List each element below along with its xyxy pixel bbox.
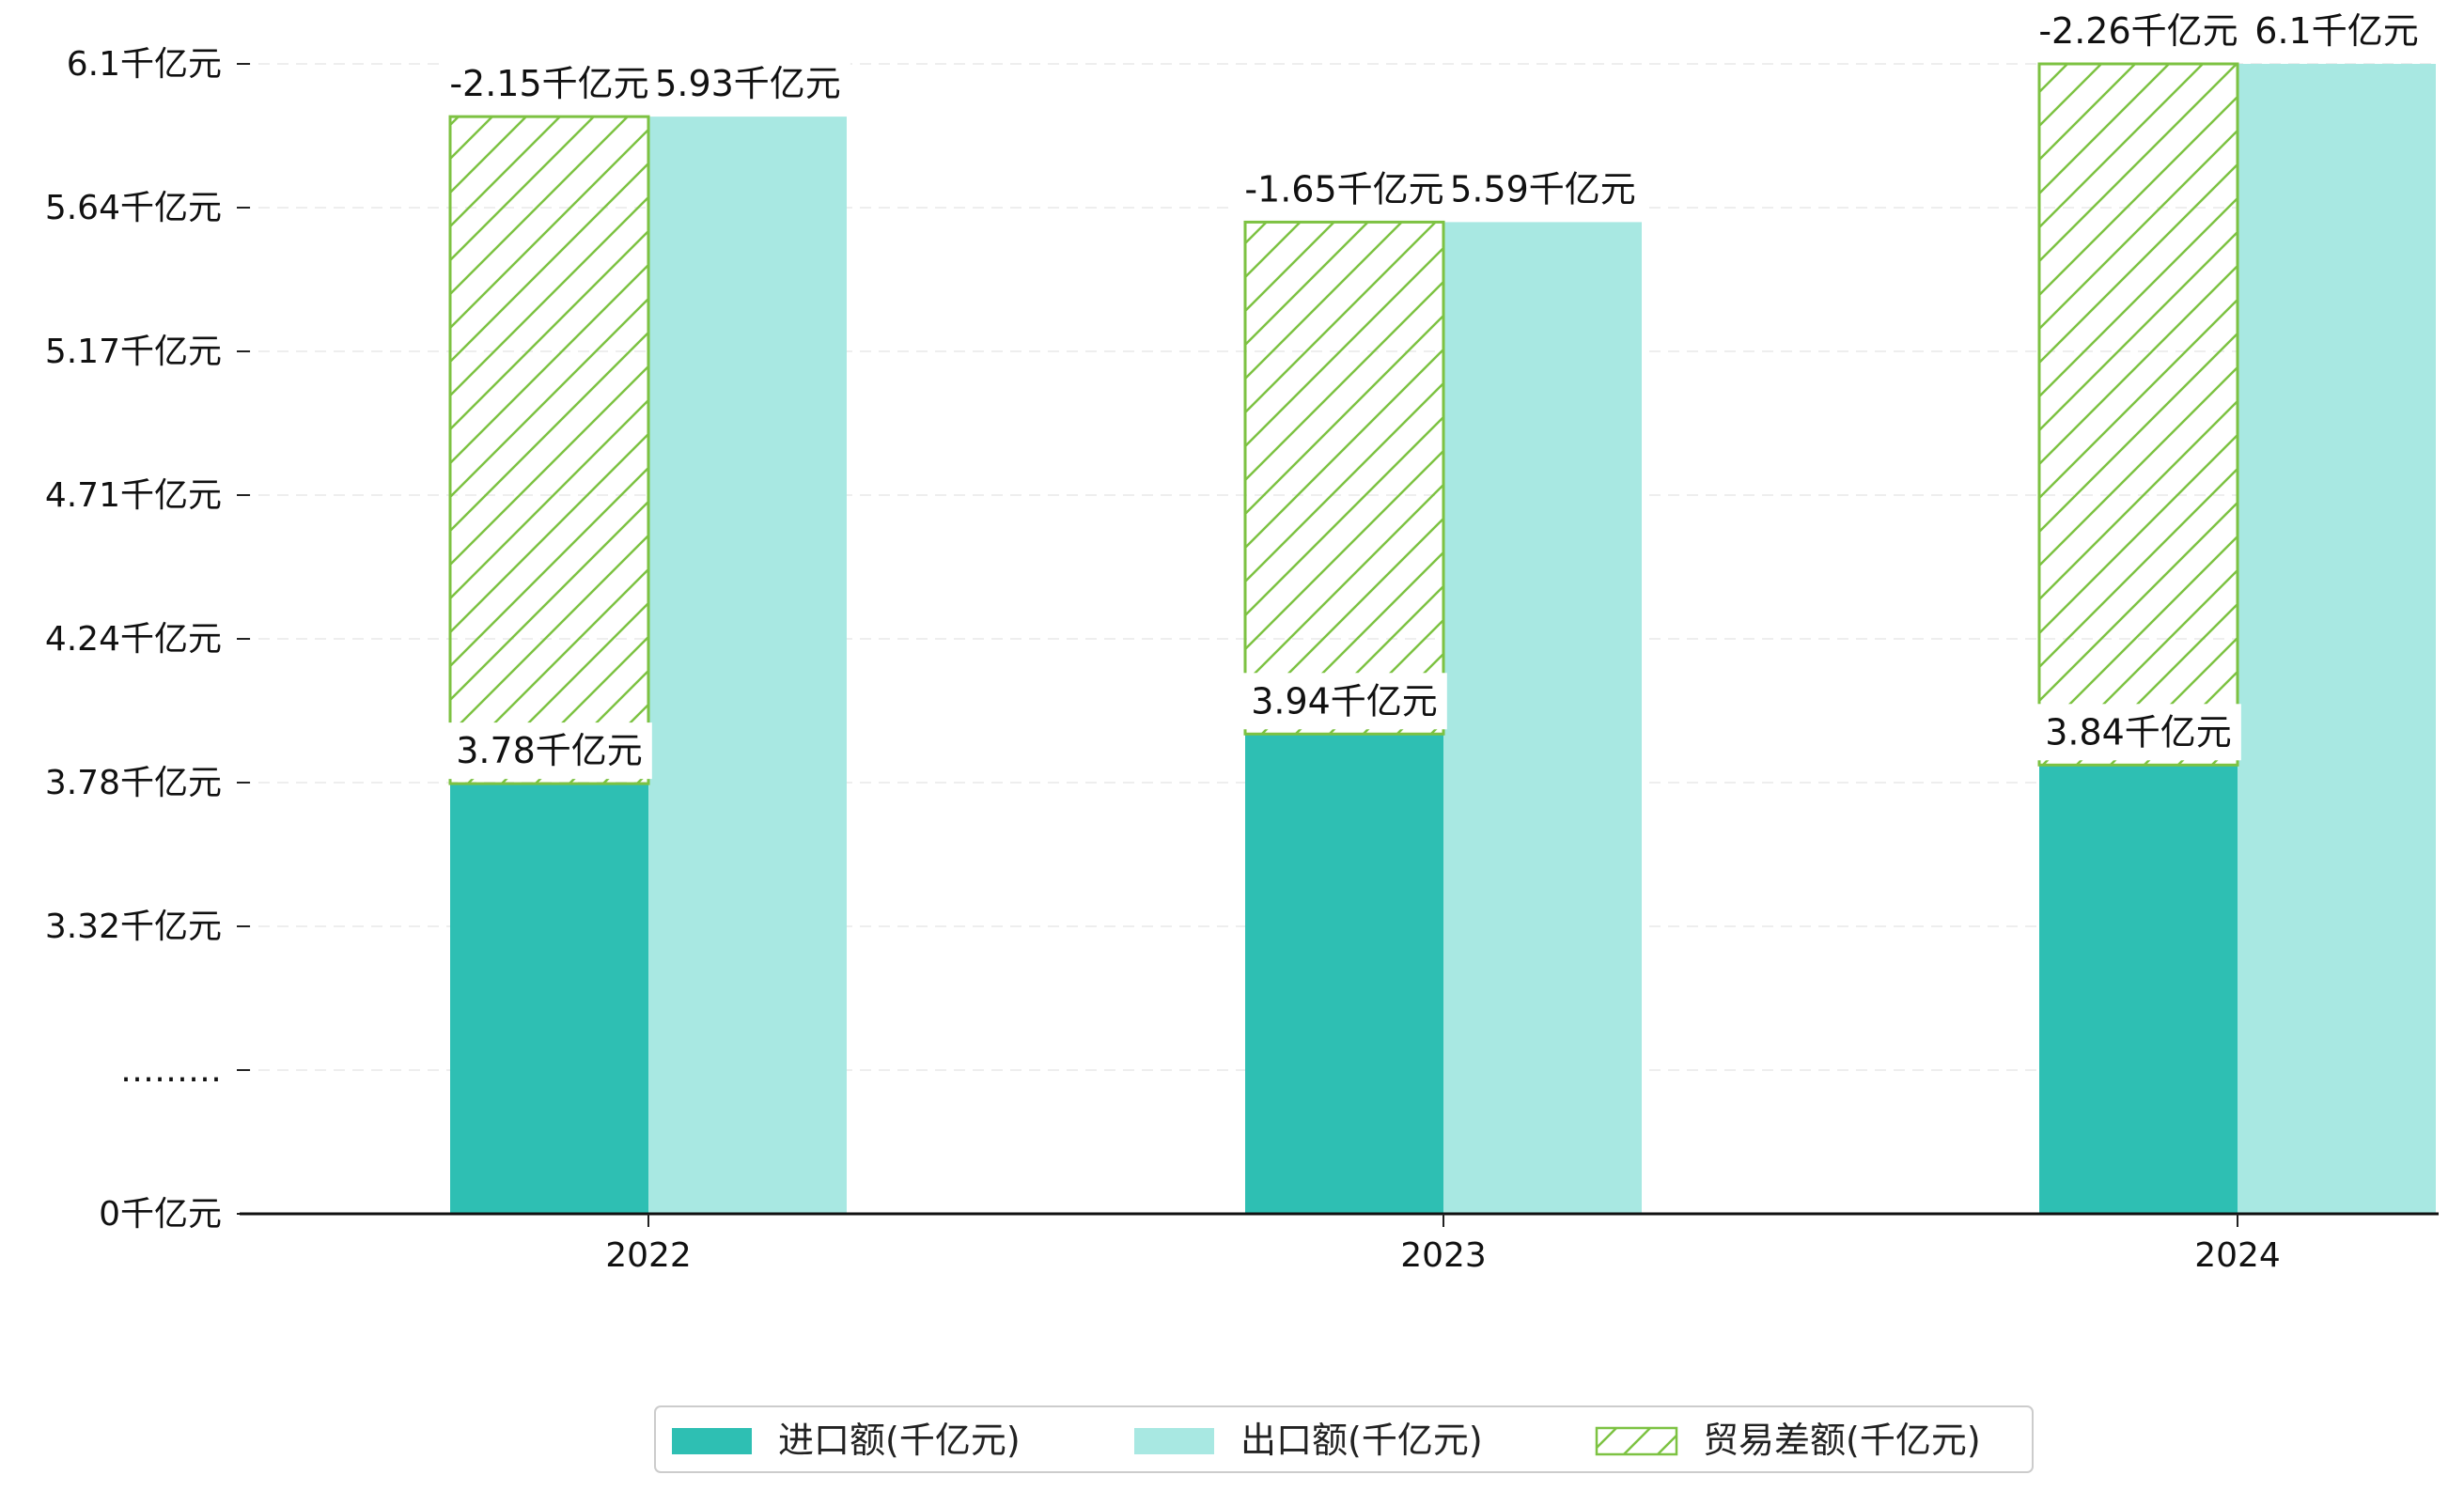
bar-import-2023 xyxy=(1245,734,1443,1214)
legend-label-2: 贸易差额(千亿元) xyxy=(1703,1420,1981,1461)
x-tick-label-2023: 2023 xyxy=(1400,1236,1487,1275)
y-tick-label: 3.32千亿元 xyxy=(45,908,222,946)
legend-label-1: 出口额(千亿元) xyxy=(1240,1420,1483,1461)
bar-import-2024 xyxy=(2039,765,2238,1214)
bar-balance-2023 xyxy=(1243,220,1445,736)
bar-export-2023 xyxy=(1443,222,1642,1215)
legend-swatch-1 xyxy=(1134,1428,1214,1454)
y-tick-label: 3.78千亿元 xyxy=(45,764,222,802)
data-label-import-2024-bg xyxy=(2035,704,2241,761)
y-tick-label: 5.64千亿元 xyxy=(45,189,222,227)
data-label-export-2022: 5.93千亿元 xyxy=(654,63,841,104)
y-tick-label: 4.24千亿元 xyxy=(45,620,222,659)
y-tick-label: 4.71千亿元 xyxy=(45,476,222,515)
data-label-import-2022-bg xyxy=(446,722,652,780)
data-label-balance-2024-bg xyxy=(2029,3,2248,59)
data-label-balance-2022: -2.15千亿元 xyxy=(449,63,648,104)
data-label-import-2022: 3.78千亿元 xyxy=(456,730,643,771)
bar-import-2022 xyxy=(450,784,648,1214)
data-label-balance-2024: -2.26千亿元 xyxy=(2038,10,2238,52)
data-label-import-2023-bg xyxy=(1241,673,1447,730)
x-tick-label-2022: 2022 xyxy=(605,1236,692,1275)
x-tick-label-2024: 2024 xyxy=(2194,1236,2281,1275)
bar-export-2022 xyxy=(648,116,847,1214)
data-label-import-2024: 3.84千亿元 xyxy=(2045,711,2232,753)
bar-export-2024 xyxy=(2238,64,2436,1214)
data-label-export-2024-bg xyxy=(2245,3,2428,59)
data-label-export-2023: 5.59千亿元 xyxy=(1449,168,1636,210)
legend-label-0: 进口额(千亿元) xyxy=(778,1420,1021,1461)
data-label-balance-2022-bg xyxy=(440,55,659,113)
legend-box xyxy=(654,1405,2034,1473)
data-label-import-2023: 3.94千亿元 xyxy=(1251,680,1438,722)
legend-swatch-2 xyxy=(1595,1426,1678,1456)
y-tick-label: 5.17千亿元 xyxy=(45,333,222,371)
data-label-export-2022-bg xyxy=(645,55,850,113)
bar-balance-2024 xyxy=(2037,62,2239,767)
y-tick-label: 0千亿元 xyxy=(99,1195,222,1234)
data-label-export-2023-bg xyxy=(1440,161,1645,218)
bar-balance-2022 xyxy=(448,115,650,785)
legend-swatch-0 xyxy=(672,1428,752,1454)
data-label-export-2024: 6.1千亿元 xyxy=(2254,10,2418,52)
data-label-balance-2023: -1.65千亿元 xyxy=(1244,168,1443,210)
y-tick-label: 6.1千亿元 xyxy=(67,45,222,84)
y-tick-label: ……… xyxy=(120,1051,222,1090)
data-label-balance-2023-bg xyxy=(1235,161,1454,218)
